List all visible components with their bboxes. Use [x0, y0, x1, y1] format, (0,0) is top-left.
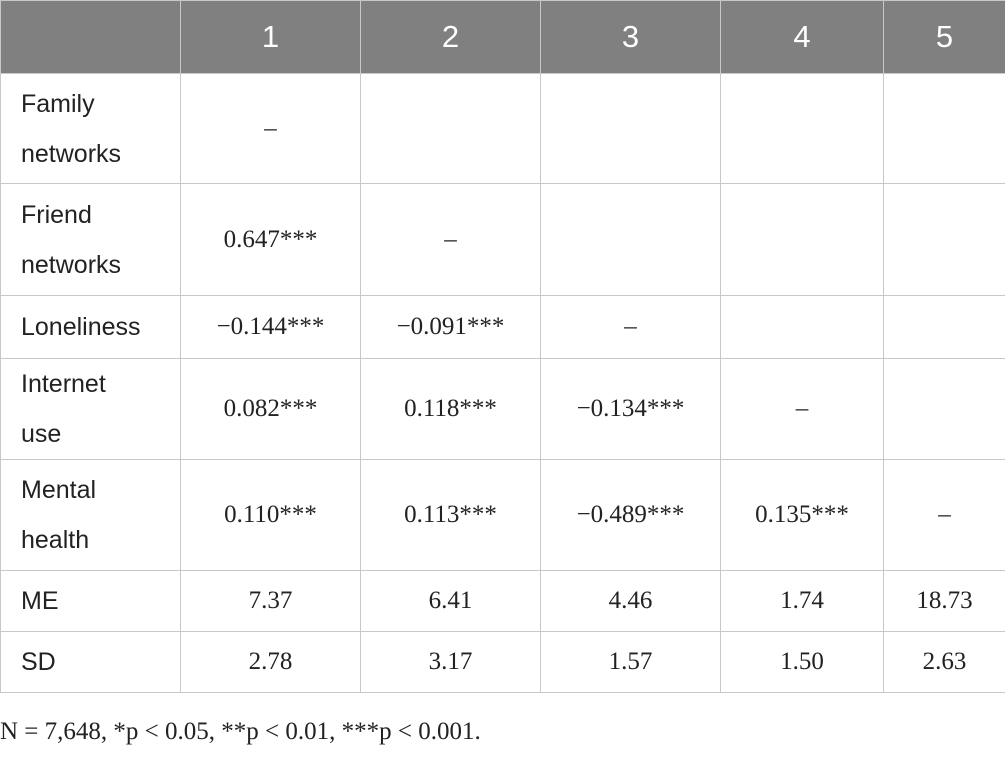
row-label: Family networks — [0, 73, 181, 184]
header-cell: 4 — [720, 0, 884, 74]
cell: −0.489*** — [540, 459, 721, 571]
cell: – — [720, 358, 884, 460]
cell: 0.135*** — [720, 459, 884, 571]
empty-cell — [720, 295, 884, 359]
empty-cell — [883, 183, 1005, 296]
row-label: Mental health — [0, 459, 181, 571]
row-label: Loneliness — [0, 295, 181, 359]
table-row: Friend networks 0.647*** – — [0, 183, 1005, 296]
table-row: ME 7.37 6.41 4.46 1.74 18.73 — [0, 570, 1005, 632]
header-cell: 1 — [180, 0, 361, 74]
table-row: SD 2.78 3.17 1.57 1.50 2.63 — [0, 631, 1005, 693]
cell: 1.50 — [720, 631, 884, 693]
table-row: Mental health 0.110*** 0.113*** −0.489*** 0.… — [0, 459, 1005, 571]
cell: 1.57 — [540, 631, 721, 693]
header-cell: 2 — [360, 0, 541, 74]
empty-cell — [883, 358, 1005, 460]
table-body: Family networks – Friend networks 0.647*** –… — [0, 73, 1005, 693]
cell: – — [540, 295, 721, 359]
table-row: Loneliness −0.144*** −0.091*** – — [0, 295, 1005, 359]
row-label: Friend networks — [0, 183, 181, 296]
cell: 18.73 — [883, 570, 1005, 632]
cell: 0.110*** — [180, 459, 361, 571]
cell: −0.134*** — [540, 358, 721, 460]
footnote: N = 7,648, *p < 0.05, **p < 0.01, ***p <… — [0, 718, 481, 745]
cell: 3.17 — [360, 631, 541, 693]
empty-cell — [720, 183, 884, 296]
header-cell — [0, 0, 181, 74]
cell: 0.647*** — [180, 183, 361, 296]
table-row: Family networks – — [0, 73, 1005, 184]
empty-cell — [360, 73, 541, 184]
empty-cell — [540, 183, 721, 296]
header-cell: 3 — [540, 0, 721, 74]
empty-cell — [883, 73, 1005, 184]
cell: 1.74 — [720, 570, 884, 632]
cell: 4.46 — [540, 570, 721, 632]
cell: 6.41 — [360, 570, 541, 632]
cell: 0.118*** — [360, 358, 541, 460]
table-row: Internet use 0.082*** 0.118*** −0.134*** – — [0, 358, 1005, 460]
cell: – — [180, 73, 361, 184]
cell: −0.091*** — [360, 295, 541, 359]
cell: 2.63 — [883, 631, 1005, 693]
empty-cell — [540, 73, 721, 184]
cell: −0.144*** — [180, 295, 361, 359]
row-label: SD — [0, 631, 181, 693]
row-label: Internet use — [0, 358, 181, 460]
cell: 2.78 — [180, 631, 361, 693]
cell: 0.113*** — [360, 459, 541, 571]
cell: – — [883, 459, 1005, 571]
row-label: ME — [0, 570, 181, 632]
empty-cell — [883, 295, 1005, 359]
cell: 0.082*** — [180, 358, 361, 460]
cell: 7.37 — [180, 570, 361, 632]
cell: – — [360, 183, 541, 296]
header-cell: 5 — [883, 0, 1005, 74]
empty-cell — [720, 73, 884, 184]
